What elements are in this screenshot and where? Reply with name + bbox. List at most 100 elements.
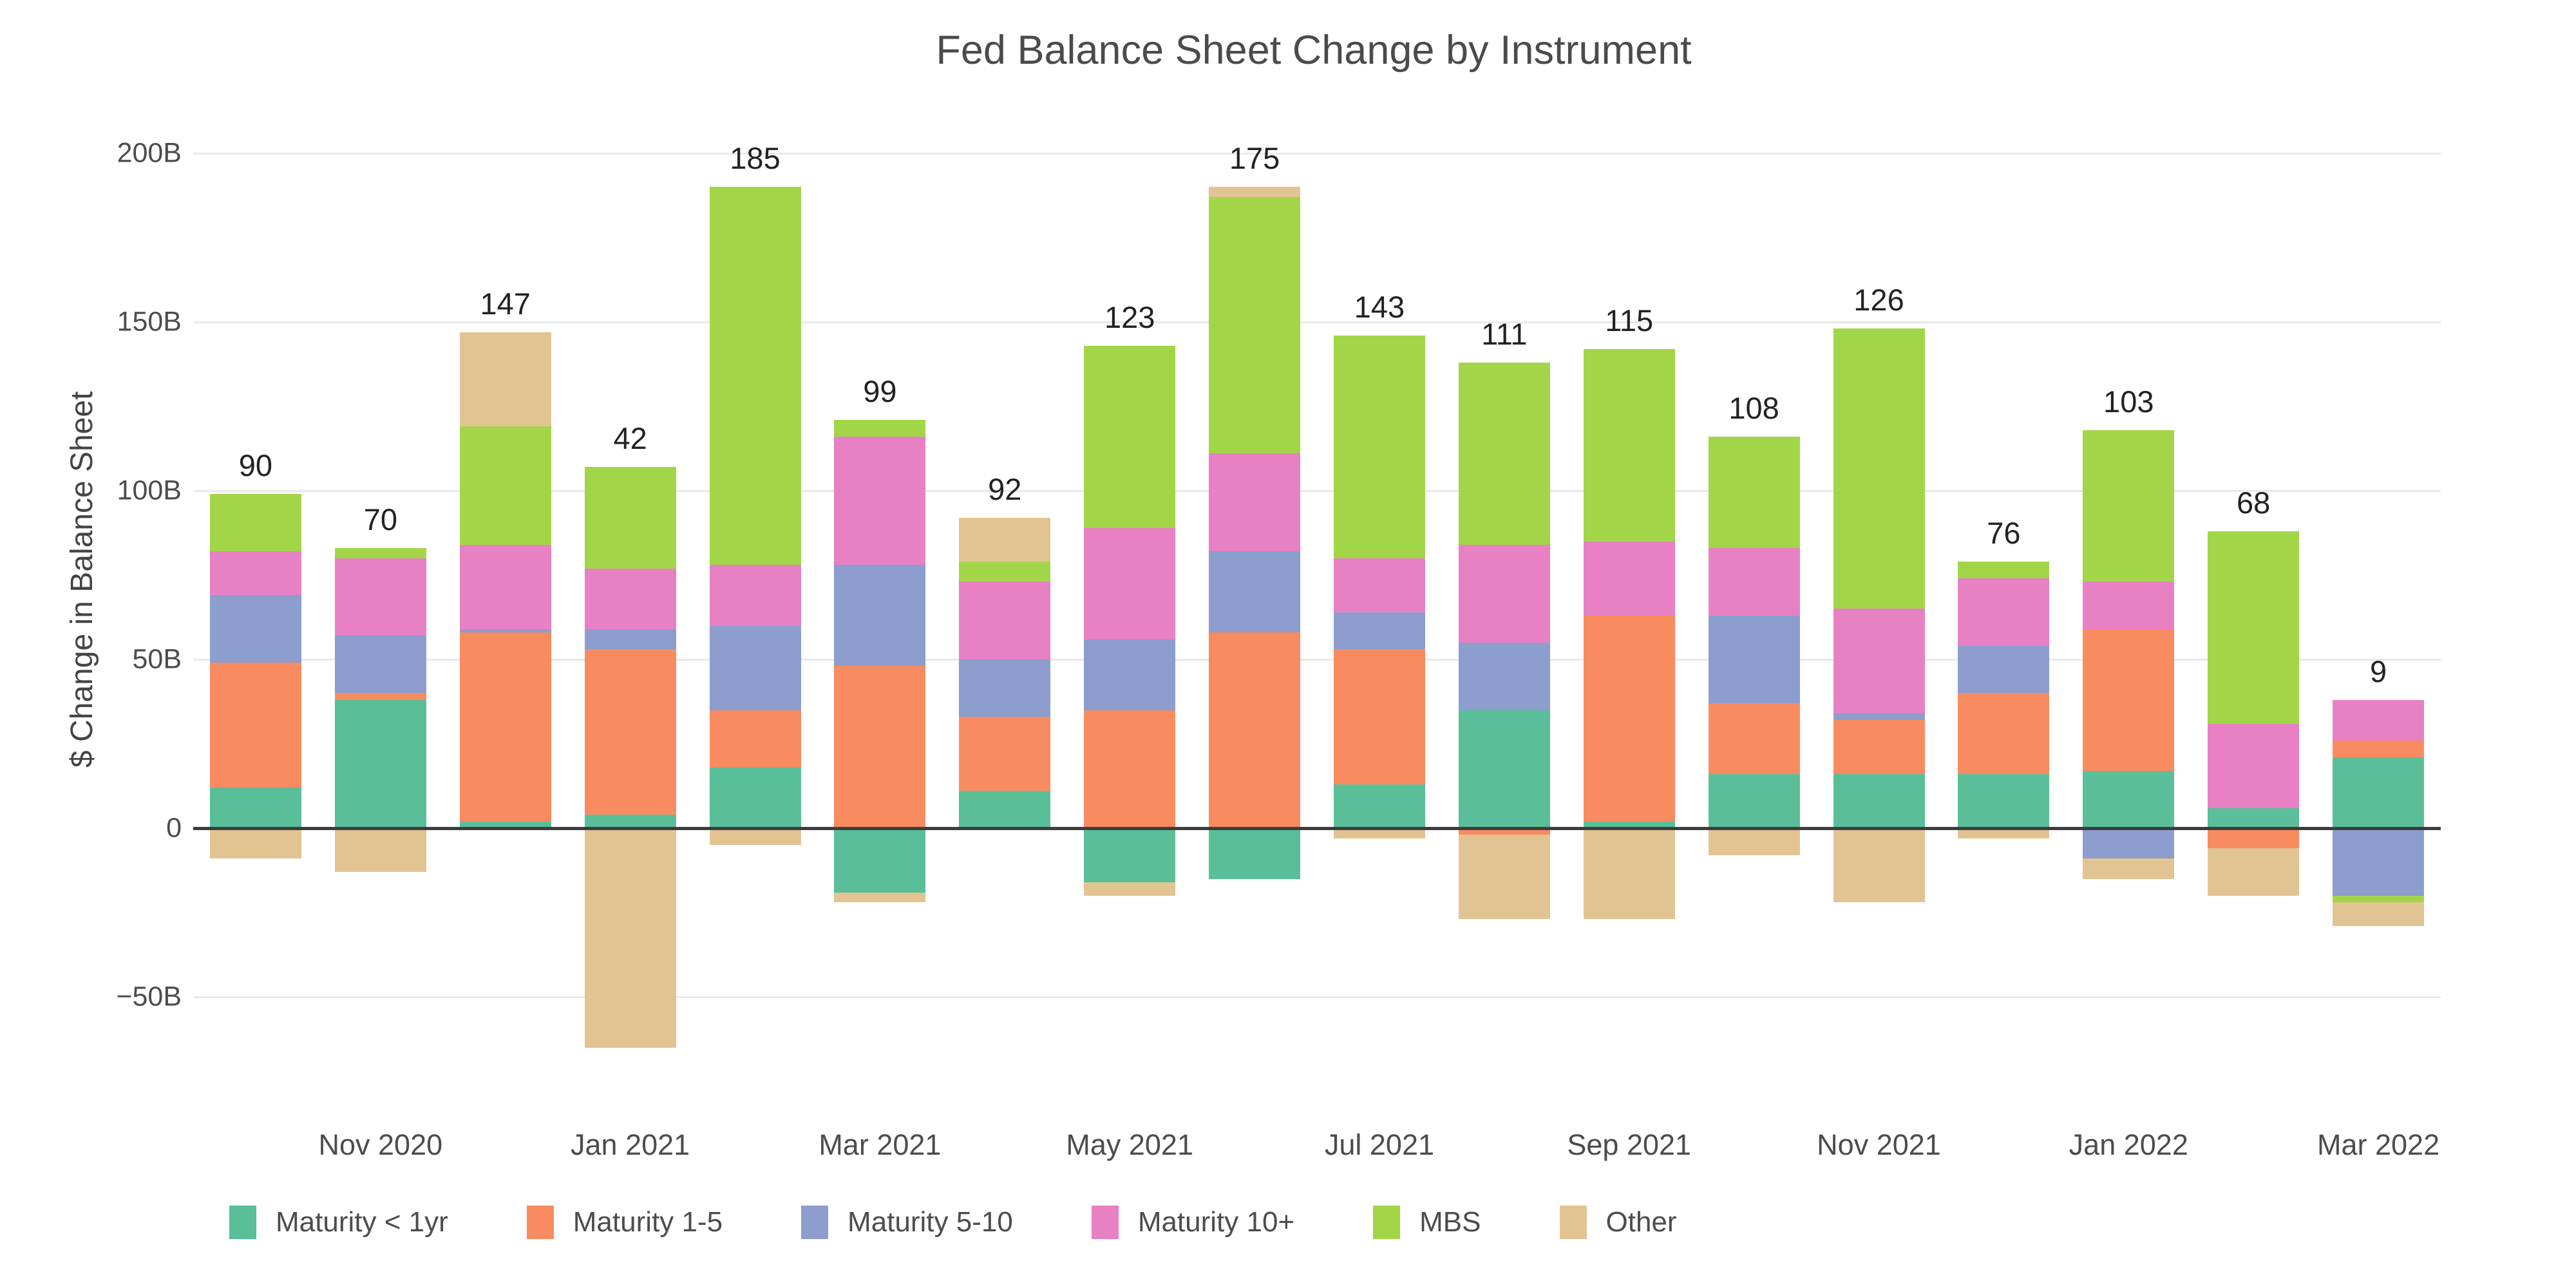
bar-segment-maturity-1-5-nov-2021[interactable] [1833,720,1925,775]
bar-segment-mbs-nov-2020[interactable] [334,548,426,558]
bar-segment-maturity-10--jun-2021[interactable] [1209,453,1301,552]
bar-segment-other-oct-2021[interactable] [1708,828,1800,855]
bar-segment-maturity-1yr-feb-2022[interactable] [2208,808,2300,828]
bar-segment-other-dec-2021[interactable] [1958,828,2050,838]
bar-segment-other-jul-2021[interactable] [1333,828,1425,838]
bar-segment-maturity-1-5-aug-2021[interactable] [1458,828,1550,835]
bar-segment-other-jan-2022[interactable] [2083,858,2175,879]
bar-segment-maturity-1yr-nov-2021[interactable] [1833,774,1925,828]
bar-segment-maturity-1yr-may-2021[interactable] [1084,828,1176,882]
bar-segment-maturity-1yr-oct-2020[interactable] [209,788,301,828]
bar-segment-mbs-oct-2021[interactable] [1708,437,1800,549]
bar-segment-other-sep-2021[interactable] [1583,828,1675,920]
bar-segment-mbs-feb-2021[interactable] [709,187,801,565]
bar-segment-other-jan-2021[interactable] [584,828,676,1048]
bar-segment-maturity-10--sep-2021[interactable] [1583,541,1675,616]
bar-segment-maturity-10--feb-2021[interactable] [709,565,801,626]
bar-segment-other-mar-2022[interactable] [2333,902,2425,926]
bar-segment-maturity-1yr-jan-2021[interactable] [584,815,676,828]
bar-segment-mbs-mar-2022[interactable] [2333,895,2425,903]
bar-segment-maturity-1-5-nov-2020[interactable] [334,693,426,700]
bar-segment-maturity-5-10-mar-2022[interactable] [2333,828,2425,896]
bar-segment-maturity-1yr-dec-2020[interactable] [459,821,551,828]
bar-segment-maturity-1-5-jun-2021[interactable] [1209,632,1301,828]
bar-segment-maturity-1yr-dec-2021[interactable] [1958,774,2050,828]
bar-segment-maturity-10--apr-2021[interactable] [959,582,1051,659]
bar-segment-other-feb-2021[interactable] [709,828,801,846]
bar-segment-maturity-5-10-jul-2021[interactable] [1333,612,1425,650]
bar-segment-mbs-may-2021[interactable] [1084,345,1176,528]
bar-segment-maturity-5-10-nov-2021[interactable] [1833,713,1925,721]
bar-segment-maturity-1yr-oct-2021[interactable] [1708,774,1800,828]
bar-segment-maturity-10--aug-2021[interactable] [1458,544,1550,643]
bar-segment-other-dec-2020[interactable] [459,332,551,427]
bar-segment-maturity-10--mar-2021[interactable] [834,437,926,565]
legend-item-maturity-1yr[interactable]: Maturity < 1yr [229,1206,448,1239]
bar-segment-maturity-5-10-aug-2021[interactable] [1458,642,1550,710]
bar-segment-maturity-1-5-jan-2021[interactable] [584,649,676,815]
bar-segment-maturity-5-10-may-2021[interactable] [1084,639,1176,710]
bar-segment-mbs-dec-2020[interactable] [459,426,551,545]
bar-segment-maturity-10--oct-2020[interactable] [209,551,301,596]
bar-segment-maturity-1-5-mar-2022[interactable] [2333,740,2425,757]
bar-segment-maturity-1-5-oct-2020[interactable] [209,663,301,788]
bar-segment-maturity-5-10-oct-2021[interactable] [1708,615,1800,704]
bar-segment-other-may-2021[interactable] [1084,882,1176,896]
bar-segment-other-nov-2021[interactable] [1833,828,1925,903]
bar-segment-maturity-1yr-nov-2020[interactable] [334,699,426,828]
bar-segment-mbs-aug-2021[interactable] [1458,362,1550,545]
bar-segment-other-aug-2021[interactable] [1458,835,1550,920]
bar-segment-mbs-jan-2021[interactable] [584,467,676,569]
bar-segment-maturity-10--oct-2021[interactable] [1708,548,1800,616]
bar-segment-maturity-1yr-jul-2021[interactable] [1333,784,1425,828]
bar-segment-maturity-10--nov-2020[interactable] [334,558,426,636]
bar-segment-maturity-5-10-dec-2020[interactable] [459,629,551,633]
bar-segment-maturity-5-10-oct-2020[interactable] [209,595,301,663]
bar-segment-maturity-1-5-jan-2022[interactable] [2083,629,2175,771]
bar-segment-maturity-10--dec-2020[interactable] [459,544,551,629]
bar-segment-other-mar-2021[interactable] [834,892,926,903]
bar-segment-maturity-1-5-oct-2021[interactable] [1708,703,1800,775]
bar-segment-mbs-dec-2021[interactable] [1958,562,2050,579]
bar-segment-maturity-1yr-jan-2022[interactable] [2083,770,2175,828]
bar-segment-maturity-1-5-mar-2021[interactable] [834,666,926,828]
bar-segment-maturity-1-5-may-2021[interactable] [1084,710,1176,828]
bar-segment-mbs-apr-2021[interactable] [959,562,1051,582]
legend-item-mbs[interactable]: MBS [1373,1206,1481,1239]
bar-segment-maturity-5-10-mar-2021[interactable] [834,565,926,667]
bar-segment-maturity-1yr-mar-2022[interactable] [2333,757,2425,828]
bar-segment-other-apr-2021[interactable] [959,517,1051,562]
bar-segment-mbs-feb-2022[interactable] [2208,531,2300,724]
bar-segment-maturity-1yr-feb-2021[interactable] [709,767,801,828]
bar-segment-maturity-1-5-feb-2021[interactable] [709,710,801,768]
bar-segment-maturity-1yr-apr-2021[interactable] [959,791,1051,828]
bar-segment-mbs-jun-2021[interactable] [1209,197,1301,454]
bar-segment-maturity-5-10-dec-2021[interactable] [1958,646,2050,694]
bar-segment-maturity-10--jul-2021[interactable] [1333,558,1425,612]
bar-segment-other-jun-2021[interactable] [1209,187,1301,198]
bar-segment-maturity-5-10-nov-2020[interactable] [334,636,426,694]
legend-item-maturity-1-5[interactable]: Maturity 1-5 [526,1206,723,1239]
bar-segment-maturity-1yr-sep-2021[interactable] [1583,821,1675,828]
bar-segment-mbs-nov-2021[interactable] [1833,328,1925,609]
bar-segment-maturity-5-10-feb-2021[interactable] [709,625,801,710]
bar-segment-maturity-1yr-aug-2021[interactable] [1458,710,1550,828]
bar-segment-maturity-5-10-jan-2022[interactable] [2083,828,2175,859]
bar-segment-maturity-1-5-sep-2021[interactable] [1583,615,1675,822]
bar-segment-maturity-5-10-jun-2021[interactable] [1209,551,1301,633]
bar-segment-maturity-1yr-mar-2021[interactable] [834,828,926,893]
bar-segment-maturity-1-5-dec-2020[interactable] [459,632,551,822]
legend-item-other[interactable]: Other [1559,1206,1677,1239]
bar-segment-maturity-10--mar-2022[interactable] [2333,699,2425,741]
bar-segment-maturity-1-5-jul-2021[interactable] [1333,649,1425,784]
bar-segment-mbs-sep-2021[interactable] [1583,348,1675,542]
bar-segment-maturity-1yr-jun-2021[interactable] [1209,828,1301,879]
bar-segment-maturity-10--jan-2021[interactable] [584,568,676,629]
bar-segment-other-feb-2022[interactable] [2208,848,2300,896]
bar-segment-maturity-1-5-apr-2021[interactable] [959,717,1051,791]
bar-segment-mbs-jan-2022[interactable] [2083,430,2175,582]
bar-segment-other-oct-2020[interactable] [209,828,301,859]
bar-segment-other-nov-2020[interactable] [334,828,426,873]
bar-segment-mbs-mar-2021[interactable] [834,419,926,437]
bar-segment-maturity-1-5-feb-2022[interactable] [2208,828,2300,849]
